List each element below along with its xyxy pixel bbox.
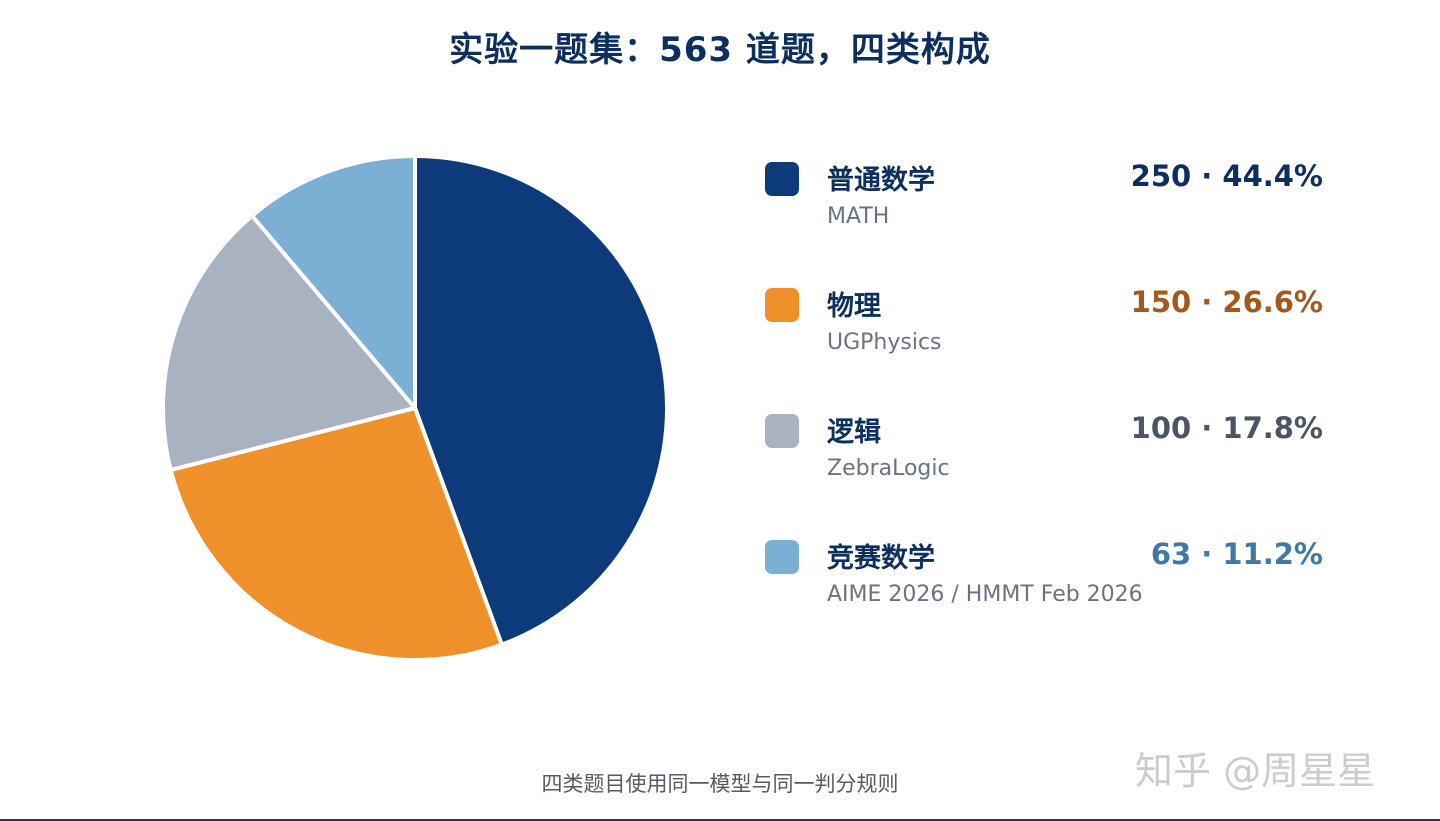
pie-chart: [161, 154, 669, 662]
legend-value: 63 · 11.2%: [1150, 537, 1323, 571]
legend-value: 100 · 17.8%: [1130, 411, 1323, 445]
legend-value: 250 · 44.4%: [1130, 159, 1323, 193]
pie-slice-1: [413, 154, 669, 647]
legend-value: 150 · 26.6%: [1130, 285, 1323, 319]
legend-sublabel: MATH: [827, 204, 890, 229]
legend-item-physics: 物理 UGPhysics 150 · 26.6%: [765, 285, 1325, 368]
pie-slice-3: [161, 213, 417, 472]
legend-swatch: [765, 540, 799, 574]
legend-label: 物理: [827, 291, 881, 322]
legend-swatch: [765, 288, 799, 322]
legend-item-general-math: 普通数学 MATH 250 · 44.4%: [765, 159, 1325, 242]
legend-item-competition-math: 竞赛数学 AIME 2026 / HMMT Feb 2026 63 · 11.2…: [765, 537, 1325, 620]
legend-sublabel: ZebraLogic: [827, 456, 950, 481]
watermark: 知乎 @周星星: [1135, 749, 1376, 793]
pie-slice-4: [250, 154, 417, 410]
legend-item-logic: 逻辑 ZebraLogic 100 · 17.8%: [765, 411, 1325, 494]
legend-sublabel: AIME 2026 / HMMT Feb 2026: [827, 582, 1143, 607]
bottom-divider: [0, 819, 1440, 821]
legend-swatch: [765, 414, 799, 448]
pie-slice-2: [168, 406, 504, 662]
legend-label: 普通数学: [827, 165, 935, 196]
legend-label: 逻辑: [827, 417, 881, 448]
legend-label: 竞赛数学: [827, 543, 935, 574]
footer-note: 四类题目使用同一模型与同一判分规则: [541, 772, 899, 796]
chart-title: 实验一题集：563 道题，四类构成: [449, 30, 991, 70]
legend-sublabel: UGPhysics: [827, 330, 942, 355]
legend-swatch: [765, 162, 799, 196]
